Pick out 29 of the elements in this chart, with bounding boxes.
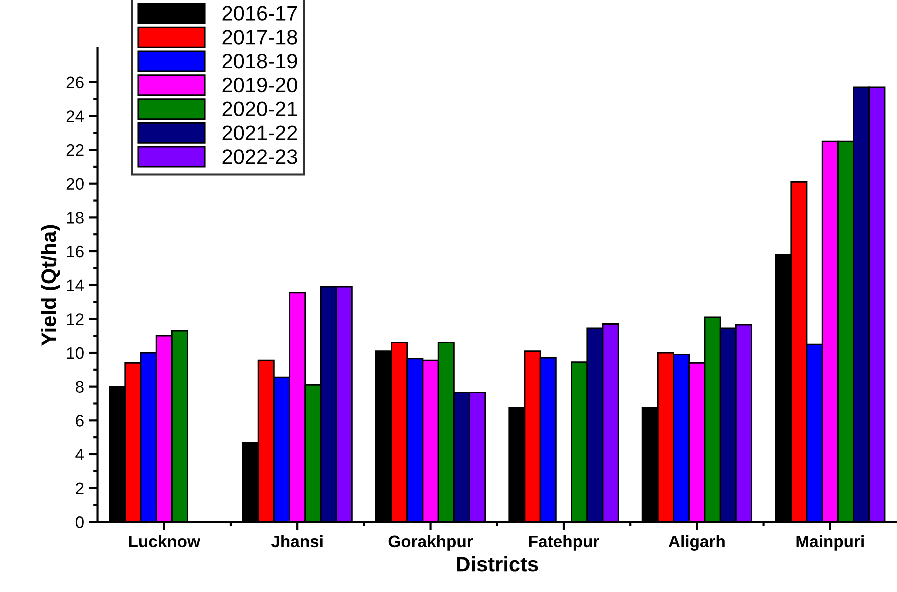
legend-label: 2019-20 xyxy=(222,78,298,93)
y-tick-label: 10 xyxy=(67,347,84,360)
y-tick-label: 16 xyxy=(67,246,84,258)
x-axis-title: Districts xyxy=(457,556,538,572)
x-tick-label: Aligarh xyxy=(668,535,725,551)
y-tick-label: 2 xyxy=(76,482,84,494)
y-tick-label: 12 xyxy=(67,314,84,326)
y-axis-title: Yield (Qt/ha) xyxy=(41,225,60,346)
legend-label: 2016-17 xyxy=(222,6,298,21)
y-tick-label: 22 xyxy=(66,144,84,156)
legend-label: 2022-23 xyxy=(222,150,298,164)
legend-label: 2017-18 xyxy=(222,30,298,45)
y-tick-label: 4 xyxy=(76,449,84,461)
y-tick-label: 14 xyxy=(67,280,84,292)
x-tick-label: Fatehpur xyxy=(529,535,600,551)
y-tick-label: 8 xyxy=(76,381,84,394)
y-tick-label: 26 xyxy=(66,76,84,89)
legend-label: 2020-21 xyxy=(222,102,298,117)
y-tick-label: 18 xyxy=(67,212,84,224)
x-tick-label: Gorakhpur xyxy=(388,535,474,551)
x-tick-label: Jhansi xyxy=(271,535,323,548)
y-tick-label: 6 xyxy=(76,415,84,427)
legend-label: 2018-19 xyxy=(222,54,298,69)
y-tick-label: 0 xyxy=(76,516,84,528)
y-tick-label: 20 xyxy=(66,178,84,190)
y-tick-label: 24 xyxy=(66,110,84,122)
x-tick-label: Lucknow xyxy=(129,535,201,548)
x-tick-label: Mainpuri xyxy=(796,535,864,551)
legend-label: 2021-22 xyxy=(222,126,298,140)
